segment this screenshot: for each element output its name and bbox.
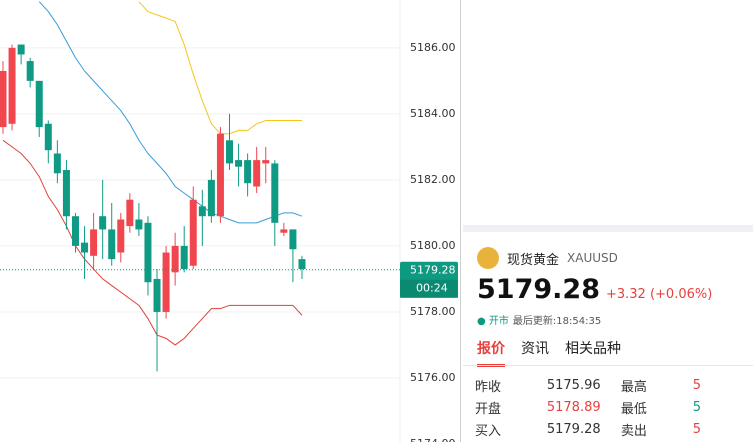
candle-body [198,206,206,217]
separator [463,225,753,232]
candle-body [135,219,143,230]
quote-header: 现货黄金 XAUUSD [477,247,618,269]
countdown-box [400,279,458,298]
candle-body [0,70,7,128]
candle-body [62,170,70,217]
y-tick-label: 5174.00 [410,437,456,442]
divider [463,365,753,366]
cell: 最高 [620,379,647,395]
candle-body [253,160,261,187]
y-tick-label: 5176.00 [410,371,456,384]
tabs: 报价 资讯 相关品种 [477,338,637,367]
market: 开市 [488,316,509,327]
candle-body [271,163,279,223]
countdown: 00:24 [416,282,448,295]
band-line [2,139,303,346]
candle-body [26,61,34,81]
candle-body [216,133,224,217]
cell: 5179.28 [546,421,601,437]
updated: 最后更新:18:54:35 [512,316,602,327]
y-tick-label: 5184.00 [410,107,456,120]
candle-body [117,219,125,253]
candle-body [53,153,61,174]
y-tick-label: 5182.00 [410,173,456,186]
status: ● 开市 最后更新:18:54:35 [477,316,602,327]
tab[interactable]: 资讯 [521,341,549,357]
tab[interactable]: 相关品种 [565,341,621,357]
row: 开盘 5178.89 最低 5 [475,396,753,418]
cell: 最低 [620,401,647,417]
icon [477,247,499,269]
candle-body [108,229,116,260]
cell: 买入 [475,423,502,439]
candle-body [171,245,179,273]
candle-body [126,199,134,227]
candle-body [262,160,270,164]
y-tick-label: 5186.00 [410,41,456,54]
candle-body [244,160,252,184]
candle-body [44,123,52,151]
candle-body [153,278,161,312]
last-price-label: 5179.28 [410,264,456,277]
cell: 5178.89 [546,399,601,415]
cell: 开盘 [475,401,502,417]
candle-body [90,229,98,256]
quote-table: 昨收 5175.96 最高 5 开盘 5178.89 最低 5 买入 5179.28 卖出 5 [475,374,753,440]
row: 昨收 5175.96 最高 5 [475,374,753,396]
candle-body [8,47,16,124]
cell: 卖出 [620,423,647,439]
cell: 5175.96 [546,377,601,393]
candle-body [99,216,107,230]
price-row: 5179.28 +3.32 (+0.06%) [477,274,712,305]
change: +3.32 (+0.06%) [605,287,713,302]
candle-body [180,245,188,270]
cell: 5 [692,399,702,415]
candle-body [207,179,215,217]
candle-body [280,229,288,233]
y-tick-label: 5178.00 [410,305,456,318]
price: 5179.28 [477,274,600,305]
quote-panel: 现货黄金 XAUUSD 5179.28 +3.32 (+0.06%) ● 开市 最后更… [463,0,753,442]
candle-body [71,216,79,246]
tab[interactable]: 报价 [477,338,505,367]
cell: 5 [692,377,702,393]
candle-body [189,199,197,266]
y-tick-label: 5180.00 [410,239,456,252]
name: 现货黄金 [507,252,560,268]
cell: 昨收 [475,379,502,395]
band-line [38,1,303,224]
chart: 5174.00 5176.00 5178.00 5180.00 5182.00 5184.… [0,0,461,442]
candle-body [144,222,152,283]
candle-body [298,259,306,270]
candle-body [81,242,89,253]
cell: 5 [692,421,702,437]
candle-body [226,140,233,164]
candle-body [35,80,43,128]
candle-body [17,44,25,55]
candle-body [235,160,243,167]
candle-body [162,252,170,312]
candle-body [289,229,297,250]
symbol: XAUUSD [567,251,618,265]
row: 买入 5179.28 卖出 5 [475,418,753,440]
